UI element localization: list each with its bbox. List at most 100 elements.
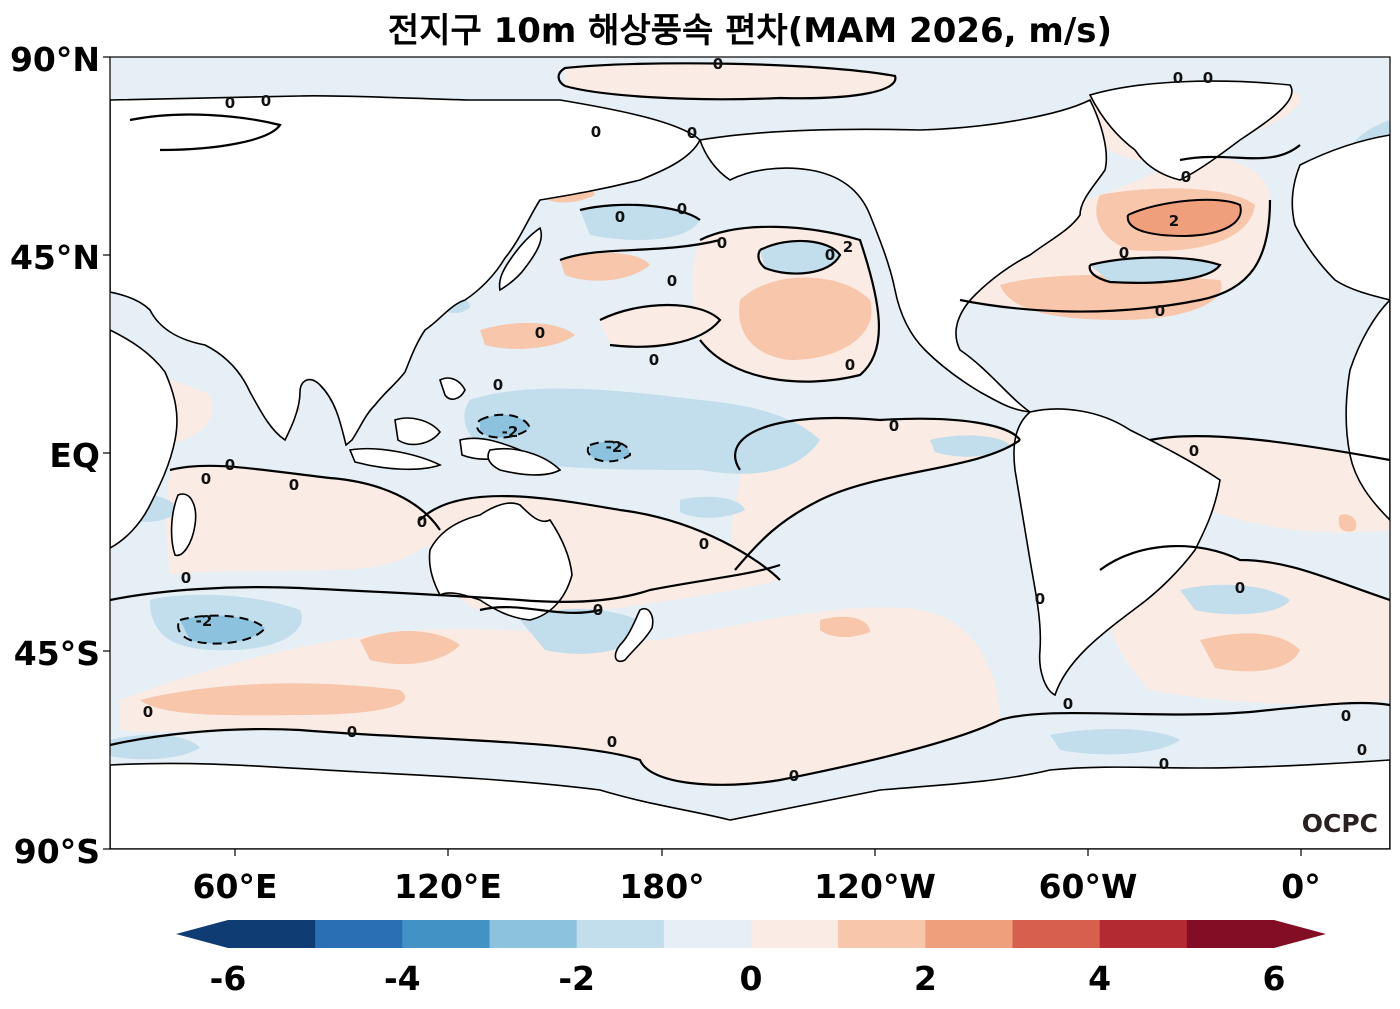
contour-label: 0 [591,123,601,141]
contour-label: 0 [201,470,211,488]
contour-label: 0 [225,94,235,112]
ocpc-logo: OCPC [1302,809,1378,838]
contour-labels: 0 0 0 0 0 0 0 0 0 0 0 2 0 2 0 0 0 0 0 0 … [143,55,1367,785]
contour-label: 0 [289,476,299,494]
contour-label: 0 [1341,707,1351,725]
contour-negative-lines [177,413,632,645]
contour-label: 0 [261,92,271,110]
contour-label: 0 [845,356,855,374]
lat-tick-labels: 90°N 45°N EQ 45°S 90°S [10,40,100,871]
contour-label: -2 [502,423,519,441]
colorbar-segment [402,920,490,948]
lon-tick-label: 60°W [1039,867,1138,906]
contour-label: 0 [1181,168,1191,186]
colorbar-segment [576,920,665,948]
map-title: 전지구 10m 해상풍속 편차(MAM 2026, m/s) [388,11,1112,51]
colorbar-tick-label: 0 [740,959,763,998]
contour-label: 0 [1159,755,1169,773]
contour-label: 0 [1119,244,1129,262]
colorbar: -6 -4 -2 0 2 4 6 [176,920,1326,998]
contour-label: 0 [1155,302,1165,320]
colorbar-tick-label: 4 [1088,959,1111,998]
contour-label: 0 [417,513,427,531]
colorbar-tick-label: -4 [384,959,421,998]
lat-tick-label: 45°N [10,238,100,277]
land-greenland [1088,80,1293,181]
colorbar-extend-min [176,920,228,948]
colorbar-tick-label: 2 [914,959,937,998]
lon-tick-label: 180° [619,867,704,906]
contour-label: 2 [843,238,853,256]
land-japan [498,226,543,292]
contour-label: 0 [713,55,723,73]
land-africa-east [110,329,178,549]
negative-anomaly-light [110,120,1390,760]
contour-label: 0 [1189,442,1199,460]
contour-positive-lines [1126,198,1242,238]
colorbar-segment [838,920,926,948]
colorbar-segment [1099,920,1188,948]
contour-label: 0 [789,767,799,785]
contour-label: 0 [593,601,603,619]
contour-label: 0 [607,733,617,751]
contour-label: 0 [667,272,677,290]
colorbar-extend-max [1274,920,1326,948]
negative-anomaly-medium [180,414,630,644]
colorbar-tick-label: -2 [558,959,595,998]
lon-tick-label: 0° [1281,867,1320,906]
contour-label: 0 [1357,741,1367,759]
contour-label: 0 [1203,69,1213,87]
colorbar-segment [315,920,403,948]
lat-tick-label: 45°S [14,634,100,673]
contour-label: 2 [1169,212,1179,230]
lon-tick-label: 120°E [394,867,502,906]
land-europe [1291,134,1390,301]
colorbar-segment [1186,920,1275,948]
land-masses [110,80,1390,849]
contour-label: 0 [717,234,727,252]
land-madagascar [170,493,197,557]
contour-label: 0 [649,351,659,369]
colorbar-tick-label: 6 [1263,959,1286,998]
contour-label: 0 [143,703,153,721]
contour-label: 0 [687,124,697,142]
contour-label: 0 [535,324,545,342]
land-south-america [1013,408,1221,697]
contour-label: -2 [606,438,623,456]
lat-tick-label: 90°N [10,40,100,79]
contour-label: -2 [196,612,213,630]
lon-tick-labels: 60°E 120°E 180° 120°W 60°W 0° [193,867,1321,906]
land-north-america [698,98,1108,414]
lat-tick-label: EQ [49,436,100,475]
contour-label: 0 [347,723,357,741]
land-new-guinea [487,447,562,476]
colorbar-tick-label: -6 [210,959,247,998]
contour-label: 0 [1063,695,1073,713]
colorbar-segment [489,920,578,948]
contour-label: 0 [1235,579,1245,597]
land-antarctica [110,759,1390,849]
colorbar-segment [925,920,1013,948]
lon-tick-label: 120°W [814,867,936,906]
contour-label: 0 [1173,69,1183,87]
land-australia [428,502,573,621]
contour-label: 0 [825,246,835,264]
colorbar-segment [663,920,752,948]
contour-label: 0 [181,569,191,587]
land-new-zealand [614,608,654,663]
contour-label: 0 [699,535,709,553]
contour-label: 0 [225,456,235,474]
lon-tick-label: 60°E [193,867,278,906]
lat-tick-label: 90°S [14,832,100,871]
land-maritime-se-asia [348,377,522,471]
contour-label: 0 [1035,590,1045,608]
contour-zero-lines [110,62,1390,786]
colorbar-segment [228,920,316,948]
land-africa-west [1345,298,1390,522]
contour-label: 0 [889,417,899,435]
colorbar-segment [751,920,839,948]
axis-ticks [103,56,1302,856]
positive-anomaly-strong [1127,199,1241,236]
colorbar-segment [1012,920,1101,948]
